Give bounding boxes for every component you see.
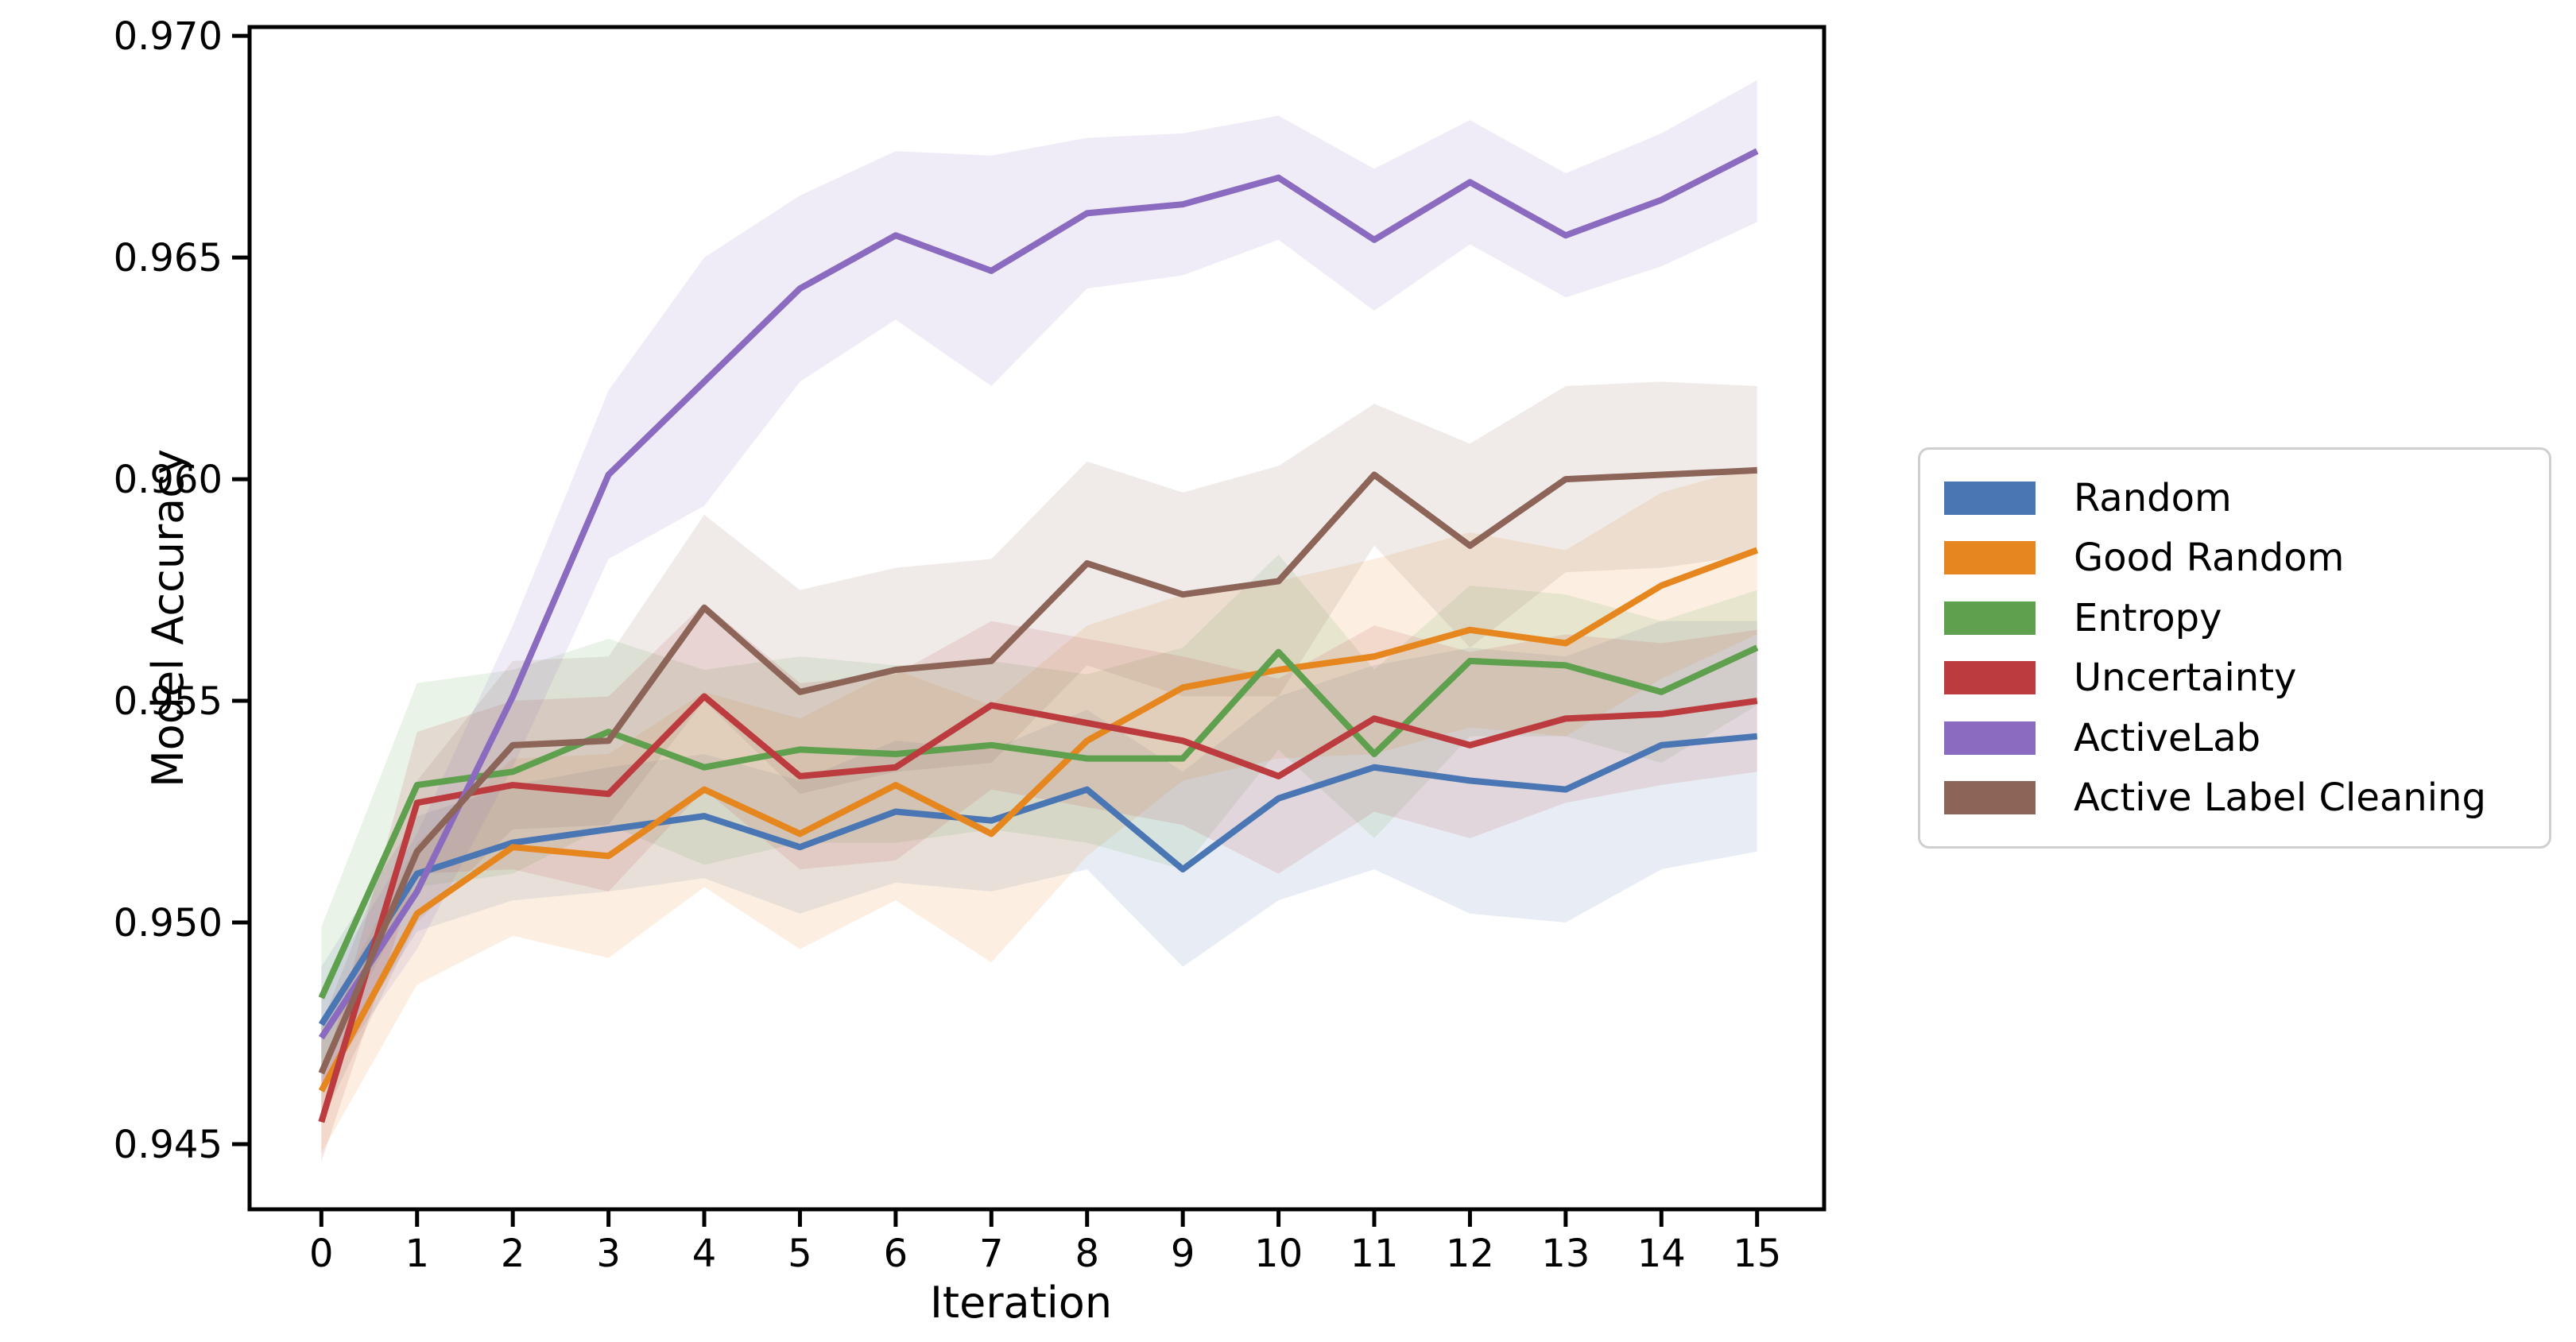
legend-entry: Active Label Cleaning (1944, 772, 2525, 824)
series-line (318, 733, 1758, 1027)
legend-entry: Entropy (1944, 592, 2525, 644)
series-line (318, 466, 1757, 1075)
confidence-band (321, 554, 1757, 1069)
x-tick-label: 6 (884, 1232, 908, 1276)
axes (247, 25, 1826, 1212)
legend-label: Uncertainty (2074, 656, 2297, 701)
legend-swatch (1944, 721, 2036, 755)
x-tick-label: 3 (596, 1232, 621, 1276)
x-tick-label: 13 (1541, 1232, 1590, 1276)
x-tick-label: 12 (1446, 1232, 1494, 1276)
confidence-band (321, 621, 1757, 1082)
series-lines (318, 148, 1759, 1123)
x-tick-label: 0 (309, 1232, 334, 1276)
series-line (318, 644, 1759, 1000)
tick-labels: 0 1 2 3 4 5 6 7 8 9 10 11 12 13 14 150.9450.9500.9550.9… (114, 14, 1782, 1276)
confidence-band (321, 603, 1757, 1162)
series-line (318, 693, 1758, 1123)
legend-entry: Random (1944, 472, 2525, 524)
y-tick-label: 0.970 (114, 14, 223, 59)
series-line (318, 148, 1759, 1040)
x-tick-label: 10 (1254, 1232, 1303, 1276)
x-tick-label: 8 (1075, 1232, 1099, 1276)
y-axis-label: Model Accuracy (142, 449, 193, 787)
legend-swatch (1944, 780, 2036, 814)
x-tick-label: 1 (405, 1232, 429, 1276)
y-tick-label: 0.950 (114, 901, 223, 946)
legend-label: Entropy (2074, 595, 2222, 640)
y-tick-label: 0.945 (114, 1123, 223, 1167)
x-tick-label: 11 (1350, 1232, 1398, 1276)
x-tick-label: 7 (979, 1232, 1004, 1276)
legend-swatch (1944, 601, 2036, 635)
legend-label: Good Random (2074, 536, 2345, 581)
confidence-band (321, 466, 1757, 1154)
x-tick-label: 4 (692, 1232, 717, 1276)
confidence-band (321, 79, 1757, 1087)
x-axis-label: Iteration (930, 1278, 1113, 1328)
legend: Random Good Random Entropy Uncertainty Activ… (1918, 447, 2551, 849)
x-tick-label: 9 (1171, 1232, 1195, 1276)
tick-marks (232, 33, 1760, 1227)
x-tick-label: 5 (788, 1232, 812, 1276)
x-tick-label: 2 (501, 1232, 525, 1276)
x-tick-label: 14 (1637, 1232, 1686, 1276)
legend-label: ActiveLab (2074, 715, 2261, 760)
y-tick-label: 0.960 (114, 458, 223, 502)
confidence-bands (321, 79, 1757, 1162)
legend-label: Active Label Cleaning (2074, 775, 2486, 820)
legend-label: Random (2074, 476, 2232, 520)
y-tick-label: 0.955 (114, 679, 223, 724)
confidence-band (321, 381, 1757, 1123)
y-tick-label: 0.965 (114, 236, 223, 280)
legend-swatch (1944, 661, 2036, 695)
series-line (318, 547, 1759, 1093)
legend-entry: Good Random (1944, 532, 2525, 584)
legend-swatch (1944, 541, 2036, 575)
legend-swatch (1944, 481, 2036, 515)
x-tick-label: 15 (1733, 1232, 1781, 1276)
plot-border (247, 25, 1826, 1212)
legend-entry: ActiveLab (1944, 712, 2525, 764)
legend-entry: Uncertainty (1944, 652, 2525, 704)
